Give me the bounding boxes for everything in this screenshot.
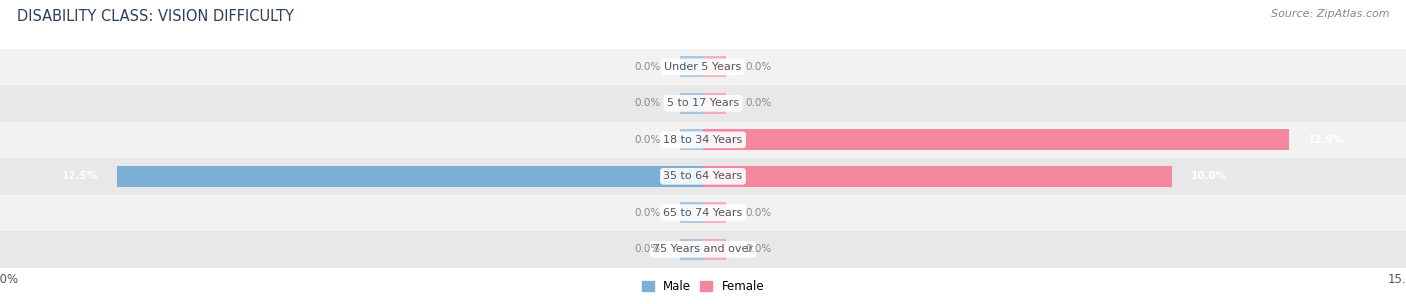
Text: 12.5%: 12.5%: [62, 171, 98, 181]
Text: 0.0%: 0.0%: [634, 62, 661, 72]
Bar: [0, 231, 1406, 268]
Text: 18 to 34 Years: 18 to 34 Years: [664, 135, 742, 145]
Text: 35 to 64 Years: 35 to 64 Years: [664, 171, 742, 181]
Text: Source: ZipAtlas.com: Source: ZipAtlas.com: [1271, 9, 1389, 19]
Bar: [703, 239, 727, 260]
Text: 12.5%: 12.5%: [1308, 135, 1344, 145]
Text: 0.0%: 0.0%: [745, 98, 772, 108]
Text: DISABILITY CLASS: VISION DIFFICULTY: DISABILITY CLASS: VISION DIFFICULTY: [17, 9, 294, 24]
Text: 0.0%: 0.0%: [634, 98, 661, 108]
Text: 0.0%: 0.0%: [634, 208, 661, 218]
Text: Under 5 Years: Under 5 Years: [665, 62, 741, 72]
Bar: [703, 202, 727, 223]
Bar: [703, 93, 727, 114]
Bar: [0, 122, 1406, 158]
Bar: [703, 129, 1289, 150]
Text: 10.0%: 10.0%: [1191, 171, 1226, 181]
Text: 0.0%: 0.0%: [745, 244, 772, 254]
Text: 0.0%: 0.0%: [634, 135, 661, 145]
Bar: [0, 195, 1406, 231]
Bar: [679, 93, 703, 114]
Bar: [0, 49, 1406, 85]
Bar: [0, 158, 1406, 195]
Text: 5 to 17 Years: 5 to 17 Years: [666, 98, 740, 108]
Bar: [703, 166, 1171, 187]
Bar: [703, 56, 727, 78]
Text: 65 to 74 Years: 65 to 74 Years: [664, 208, 742, 218]
Bar: [0, 85, 1406, 122]
Bar: [679, 239, 703, 260]
Bar: [679, 56, 703, 78]
Text: 0.0%: 0.0%: [745, 62, 772, 72]
Text: 0.0%: 0.0%: [634, 244, 661, 254]
Legend: Male, Female: Male, Female: [637, 276, 769, 298]
Text: 75 Years and over: 75 Years and over: [652, 244, 754, 254]
Bar: [117, 166, 703, 187]
Bar: [679, 202, 703, 223]
Text: 0.0%: 0.0%: [745, 208, 772, 218]
Bar: [679, 129, 703, 150]
